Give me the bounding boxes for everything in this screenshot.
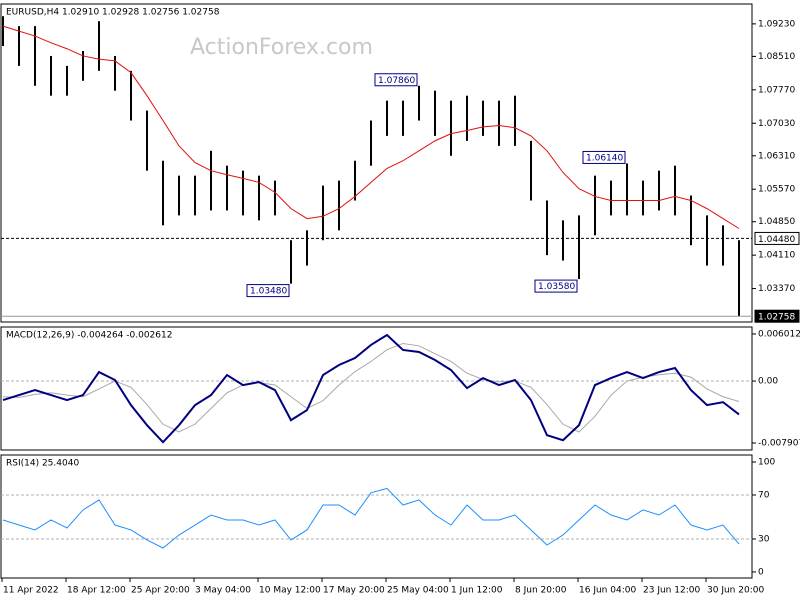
price-label-box — [754, 309, 800, 323]
annotation-box — [534, 279, 578, 293]
pane-title: MACD(12,26,9) -0.004264 -0.002612 — [6, 331, 172, 341]
x-tick-label: 10 May 12:00 — [259, 586, 321, 596]
y-tick-label: 1.07030 — [758, 119, 795, 129]
y-tick-label: 1.04850 — [758, 217, 795, 227]
y-tick-label: 1.08510 — [758, 52, 795, 62]
x-tick-label: 25 May 04:00 — [387, 586, 449, 596]
y-tick-label: 0 — [758, 567, 764, 577]
price-label-box — [754, 231, 800, 245]
annotation-label: 1.06140 — [586, 153, 623, 163]
x-tick-label: 1 Jun 12:00 — [451, 586, 503, 596]
x-tick-label: 16 Jun 04:00 — [579, 586, 636, 596]
y-tick-label: 1.04110 — [758, 251, 795, 261]
x-tick-label: 11 Apr 2022 — [3, 586, 59, 596]
y-tick-label: 0.00 — [758, 377, 778, 387]
price-label: 1.02758 — [758, 313, 795, 323]
annotation-label: 1.07860 — [378, 76, 415, 86]
indicator-line — [2, 333, 740, 444]
annotation-box — [246, 284, 290, 298]
y-tick-label: 1.07770 — [758, 85, 795, 95]
x-tick-label: 3 May 04:00 — [195, 586, 251, 596]
x-tick-label: 25 Apr 20:00 — [131, 586, 190, 596]
x-tick-label: 23 Jun 12:00 — [643, 586, 700, 596]
y-tick-label: 0.006012 — [758, 329, 800, 339]
y-tick-label: 1.05570 — [758, 185, 795, 195]
moving-average — [2, 25, 740, 229]
x-tick-label: 30 Jun 20:00 — [707, 586, 764, 596]
x-tick-label: 8 Jun 20:00 — [515, 586, 567, 596]
pane-title: EURUSD,H4 1.02910 1.02928 1.02756 1.0275… — [6, 8, 220, 18]
annotation-box — [374, 73, 418, 87]
x-tick-label: 18 Apr 12:00 — [67, 586, 126, 596]
y-tick-label: -0.007907 — [758, 439, 800, 449]
annotation-box — [582, 150, 626, 164]
pane-title: RSI(14) 25.4040 — [6, 459, 79, 469]
pane-frame — [0, 454, 753, 579]
y-tick-label: 1.03370 — [758, 284, 795, 294]
y-tick-label: 100 — [758, 458, 775, 468]
y-tick-label: 70 — [758, 491, 770, 501]
price-label: 1.04480 — [758, 235, 795, 245]
pane-frame — [0, 3, 753, 323]
y-tick-label: 1.09230 — [758, 19, 795, 29]
y-tick-label: 1.06310 — [758, 151, 795, 161]
watermark: ActionForex.com — [190, 35, 373, 60]
indicator-line — [2, 342, 740, 433]
annotation-label: 1.03480 — [250, 287, 287, 297]
pane-frame — [0, 326, 753, 451]
x-tick-label: 17 May 20:00 — [323, 586, 385, 596]
y-tick-label: 30 — [758, 534, 770, 544]
annotation-label: 1.03580 — [538, 282, 575, 292]
indicator-line — [2, 487, 740, 549]
